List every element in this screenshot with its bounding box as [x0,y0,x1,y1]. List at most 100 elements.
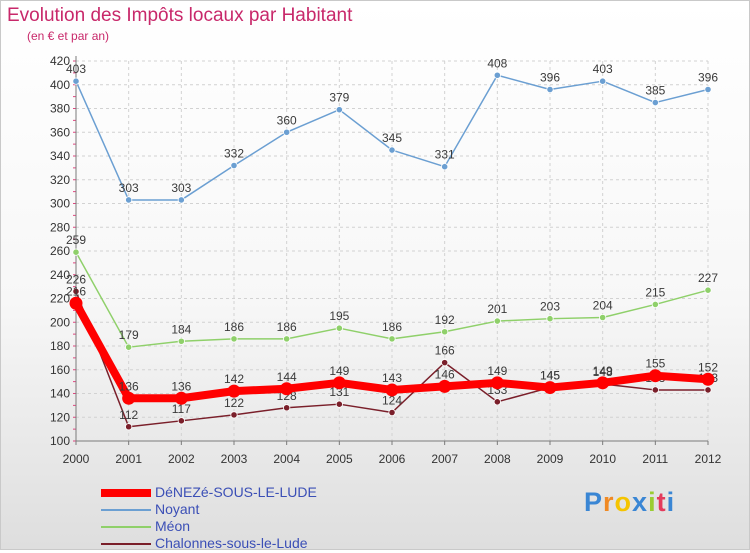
data-point [546,85,554,94]
y-tick-label: 300 [50,197,70,211]
y-tick-label: 180 [50,339,70,353]
data-label: 117 [172,402,191,416]
y-tick-label: 280 [50,220,70,234]
logo-letter: r [603,487,615,517]
legend-swatch [101,526,151,528]
data-point [72,248,80,256]
x-tick-label: 2008 [484,452,511,466]
data-label: 215 [645,285,665,299]
data-label: 408 [487,56,507,70]
legend-swatch [101,509,151,511]
data-label: 226 [66,272,86,286]
data-point [283,404,291,412]
data-point [704,286,712,294]
data-point [177,196,185,204]
y-tick-label: 240 [50,268,70,282]
y-tick-label: 380 [50,102,70,116]
data-label: 403 [593,62,613,76]
x-tick-label: 2009 [537,452,564,466]
data-label: 331 [435,148,455,162]
data-point [332,376,346,390]
x-tick-label: 2004 [273,452,300,466]
data-label: 195 [329,309,349,323]
data-point [651,300,659,309]
data-label: 124 [382,394,402,408]
data-label: 332 [224,147,244,161]
data-label: 360 [277,113,297,127]
y-tick-label: 340 [50,149,70,163]
logo-letter: i [666,487,676,517]
data-point [596,376,610,390]
y-tick-label: 100 [50,434,70,448]
data-point [441,359,449,367]
data-point [704,85,712,94]
x-tick-label: 2010 [589,452,616,466]
data-point [283,128,291,136]
line-chart: 100 120 140 160 180 200 220 240 260 280 300 320 340 3… [50,54,722,466]
data-point [335,324,343,332]
y-tick-label: 140 [50,387,70,401]
x-tick-label: 2007 [431,452,458,466]
data-point [438,379,452,393]
data-point [543,381,557,395]
data-label: 216 [66,284,86,298]
data-label: 201 [487,302,507,316]
legend-label: Chalonnes-sous-le-Lude [155,535,308,551]
y-tick-label: 220 [50,292,70,306]
x-tick-label: 2002 [168,452,195,466]
data-label: 179 [119,328,139,342]
data-point [335,400,343,408]
data-point [388,408,396,417]
data-label: 166 [435,344,455,358]
data-label: 396 [698,71,718,85]
data-point [441,328,449,336]
data-point [651,98,659,107]
data-label: 146 [435,367,455,381]
data-point [72,287,80,295]
x-tick-label: 2000 [63,452,90,466]
data-point [490,376,504,390]
data-point [122,391,136,405]
data-label: 186 [224,320,244,334]
data-point [388,335,396,343]
y-tick-label: 260 [50,244,70,258]
legend-label: Méon [155,518,191,534]
data-point [174,391,188,405]
data-label: 136 [171,379,191,393]
y-tick-label: 420 [50,54,70,68]
chart-subtitle: (en € et par an) [27,29,110,43]
data-point [385,383,399,397]
logo-letter: t [656,487,667,517]
data-point [280,382,294,396]
data-label: 186 [382,320,402,334]
legend-swatch [101,489,151,497]
data-label: 303 [171,181,191,195]
data-point [493,398,501,406]
data-label: 259 [66,233,86,247]
data-point [230,161,238,170]
legend-label: DéNEZé-SOUS-LE-LUDE [155,484,317,500]
data-label: 203 [540,300,560,314]
data-point [283,335,291,343]
data-point [546,315,554,323]
data-point [335,106,343,114]
data-point [125,423,133,431]
data-point [704,386,712,394]
logo-letter: i [648,487,657,517]
legend-label: Noyant [155,501,200,517]
logo-letter: x [632,487,649,517]
data-label: 136 [119,379,139,393]
data-point [177,417,185,425]
data-point [599,313,607,322]
data-label: 112 [119,408,138,422]
x-tick-label: 2001 [115,452,142,466]
data-point [230,335,238,343]
data-point [177,337,185,345]
data-label: 144 [277,370,297,384]
data-label: 145 [540,369,560,383]
logo-letter: P [584,487,604,517]
data-point [230,411,238,419]
data-label: 143 [382,371,402,385]
x-tick-label: 2005 [326,452,353,466]
